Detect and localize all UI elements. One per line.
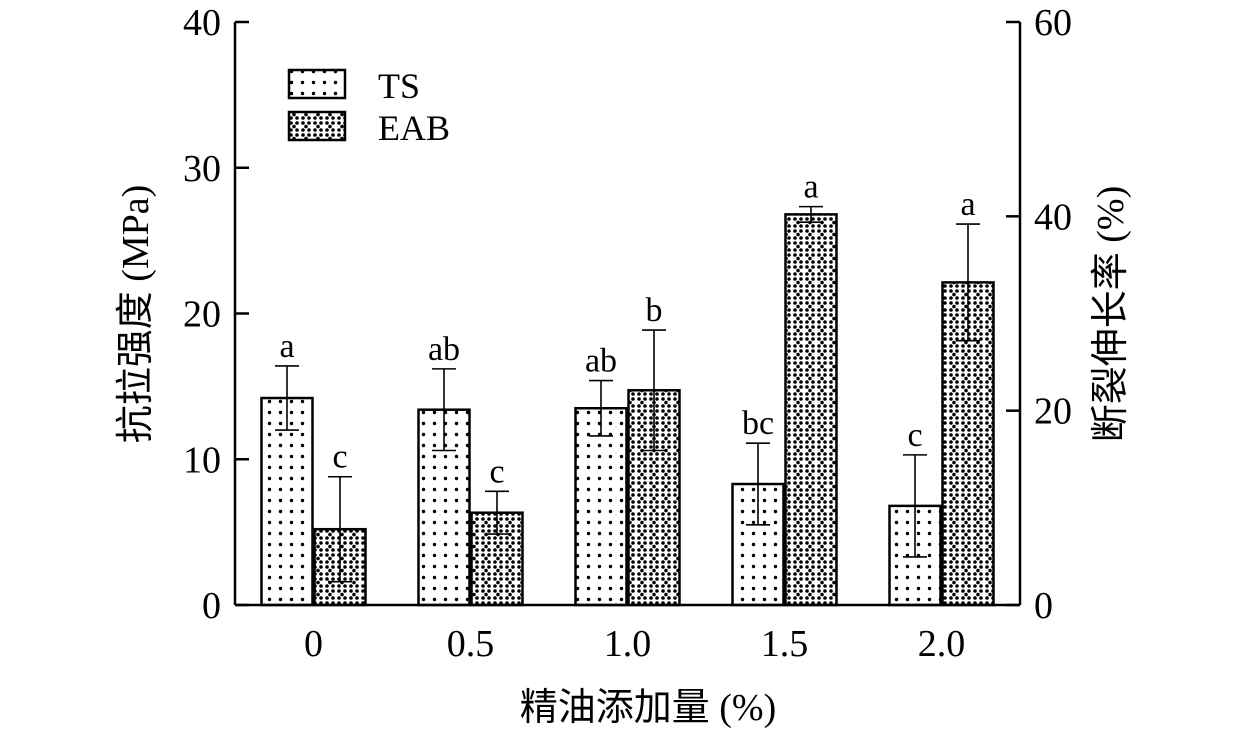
x-tick-label-1: 0.5 [447, 623, 495, 665]
error-bar-eab-2 [642, 329, 666, 452]
x-tick-label-2: 1.0 [604, 623, 652, 665]
error-bar-ts-1 [432, 368, 456, 452]
sig-label-ts-0: a [279, 328, 294, 365]
sig-label-eab-3: a [803, 169, 818, 206]
left-y-axis-title: 抗拉强度 (MPa) [115, 185, 157, 444]
sig-label-eab-0: c [332, 439, 347, 476]
sig-label-eab-1: c [489, 453, 504, 490]
right-y-tick-label-1: 20 [1034, 391, 1072, 433]
left-y-tick-label-4: 40 [183, 2, 221, 44]
error-bar-eab-0 [328, 475, 352, 583]
x-tick-label-0: 0 [304, 623, 323, 665]
significance-labels-layer: a ab ab bc c c c b a a [279, 169, 975, 491]
sig-label-ts-2: ab [585, 343, 617, 380]
right-y-tick-label-0: 0 [1034, 585, 1053, 627]
legend-item-eab: EAB [287, 108, 450, 148]
right-y-axis-title: 断裂伸长率 (%) [1090, 186, 1132, 442]
sig-label-ts-3: bc [742, 405, 774, 442]
bar-eab-3 [784, 213, 838, 607]
legend-label-ts: TS [378, 66, 420, 106]
legend-label-eab: EAB [378, 108, 450, 148]
right-y-tick-label-3: 60 [1034, 2, 1072, 44]
error-bar-eab-4 [956, 223, 980, 342]
error-bar-ts-0 [275, 365, 299, 431]
x-tick-label-4: 2.0 [918, 623, 966, 665]
legend-item-ts: TS [287, 66, 420, 106]
error-bar-ts-4 [903, 454, 927, 558]
error-bar-eab-3 [799, 205, 823, 223]
x-tick-label-3: 1.5 [761, 623, 809, 665]
sig-label-ts-1: ab [428, 331, 460, 368]
error-bar-eab-1 [485, 490, 509, 535]
left-y-tick-label-2: 20 [183, 294, 221, 336]
error-bar-ts-2 [589, 379, 613, 437]
right-y-tick-label-2: 40 [1034, 196, 1072, 238]
left-y-tick-label-3: 30 [183, 148, 221, 190]
sig-label-ts-4: c [907, 417, 922, 454]
legend-swatch-eab [287, 110, 347, 142]
sig-label-eab-4: a [960, 186, 975, 223]
error-bar-ts-3 [746, 442, 770, 526]
sig-label-eab-2: b [646, 292, 663, 329]
legend: TS EAB [287, 66, 450, 148]
x-axis-title: 精油添加量 (%) [520, 687, 776, 729]
legend-swatch-ts [287, 68, 347, 100]
bar-ts-2 [574, 406, 628, 607]
ticks-layer: 0 10 20 30 40 0 20 40 60 0 0.5 1.0 1.5 2.0 [183, 2, 1072, 665]
error-bars-layer [275, 205, 980, 583]
bar-ts-0 [260, 396, 314, 607]
left-y-tick-label-0: 0 [202, 585, 221, 627]
left-y-tick-label-1: 10 [183, 439, 221, 481]
bars-layer [260, 213, 995, 607]
